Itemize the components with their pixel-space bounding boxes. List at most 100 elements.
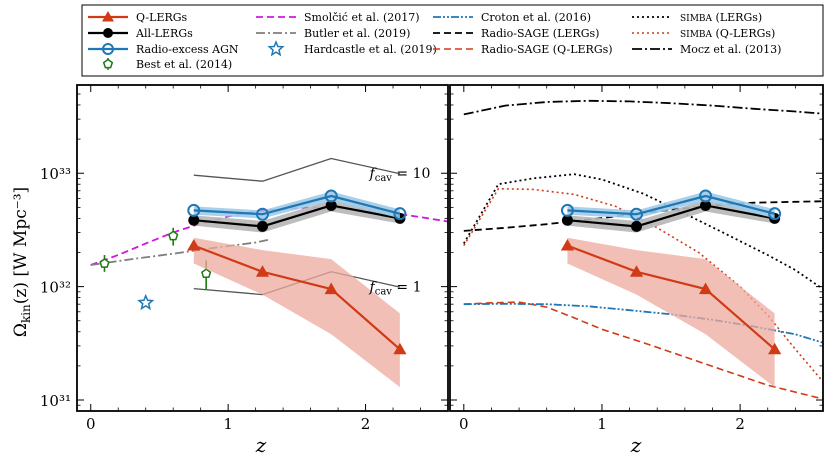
legend-label-hardcastle: Hardcastle et al. (2019): [304, 43, 437, 56]
legend-label-smolcic: Smolčić et al. (2017): [304, 11, 420, 24]
annotation-fcav-1: fcav = 1: [369, 280, 422, 298]
left-series-alllergs: [188, 199, 406, 233]
right-radioexcess-point: [630, 207, 643, 221]
right-series-alllergs: [561, 199, 781, 233]
left-qlergs-point: [187, 239, 201, 251]
left-radioexcess-line: [193, 194, 401, 216]
left-qlergs-band: [193, 237, 400, 388]
legend-item-qlergs: Q-LERGs: [88, 11, 188, 24]
right-radioexcess-point: [768, 207, 782, 221]
right-croton-line: [463, 302, 823, 344]
right-radioexcess-line: [567, 194, 775, 216]
left-plot-area: [90, 157, 448, 388]
right-alllergs-point: [631, 220, 642, 232]
right-qlergs-point: [698, 282, 713, 295]
left-series-qlergs: [187, 237, 407, 388]
left-qlergs-point: [255, 265, 270, 277]
right-alllergs-point: [700, 199, 712, 211]
legend-label-alllergs: All-LERGs: [135, 27, 193, 40]
left-best-point: [99, 258, 110, 268]
right-qlergs-point: [560, 239, 575, 251]
legend-item-best: Best et al. (2014): [102, 58, 232, 71]
legend-item-hardcastle: Hardcastle et al. (2019): [267, 40, 437, 57]
legend-item-butler: Butler et al. (2019): [256, 27, 410, 40]
right-series-radioexcess: [560, 189, 782, 221]
right-frame: [449, 84, 824, 412]
right-plot-area: [463, 99, 823, 400]
legend-item-smolcic: Smolčić et al. (2017): [256, 11, 420, 24]
legend-label-rsage_qlergs: Radio-SAGE (Q-LERGs): [481, 43, 613, 56]
legend-label-rsage_lergs: Radio-SAGE (LERGs): [481, 27, 599, 40]
x-axis-label-left: z: [255, 433, 267, 457]
legend-item-simba_qlergs: SIMBA (Q-LERGs): [632, 27, 775, 40]
left-hardcastle-point: [137, 293, 155, 311]
left-radioexcess-point: [393, 207, 407, 221]
right-mocz-line: [463, 99, 823, 116]
right-series-simba_lergs: [463, 173, 823, 290]
legend-item-croton: Croton et al. (2016): [433, 11, 591, 24]
left-series-radioexcess: [187, 189, 407, 221]
x-axis-label-right: z: [630, 433, 642, 457]
left-alllergs-line: [193, 204, 401, 228]
left-radioexcess-point: [256, 207, 269, 221]
right-radioexcess-point: [699, 189, 713, 203]
legend-item-mocz: Mocz et al. (2013): [632, 43, 781, 56]
legend-label-simba_lergs: SIMBA (LERGs): [680, 11, 762, 24]
left-radioexcess-point: [187, 203, 201, 217]
left-xtick-label: 2: [361, 415, 371, 433]
annotation-fcav-0: fcav = 10: [369, 166, 431, 184]
right-series-croton: [463, 302, 823, 344]
right-series-mocz: [463, 99, 823, 116]
left-series-best: [99, 227, 212, 290]
ytick-label: 10³²: [40, 279, 71, 297]
right-series-qlergs: [560, 237, 782, 388]
right-rsage_qlergs-line: [463, 301, 823, 400]
right-alllergs-line: [567, 204, 775, 228]
left-alllergs-point: [257, 220, 268, 232]
left-xtick-label: 0: [86, 415, 96, 433]
right-qlergs-band: [567, 237, 775, 388]
legend-label-radioexcess: Radio-excess AGN: [136, 43, 239, 56]
legend-label-best: Best et al. (2014): [136, 58, 232, 71]
right-panel: 0 1 2: [449, 84, 824, 433]
legend-label-simba_qlergs: SIMBA (Q-LERGs): [680, 27, 775, 40]
left-qlergs-point: [324, 282, 338, 295]
ytick-label: 10³¹: [40, 392, 71, 410]
left-series-fcav10: [193, 157, 401, 182]
legend-item-rsage_lergs: Radio-SAGE (LERGs): [433, 27, 599, 40]
right-qlergs-point: [629, 265, 644, 277]
left-best-point: [201, 268, 212, 279]
legend-item-alllergs: All-LERGs: [88, 27, 193, 40]
left-frame: [76, 84, 449, 412]
legend-marker-alllergs: [103, 28, 113, 38]
y-axis-label: Ωkin(z) [W Mpc⁻³]: [11, 187, 33, 337]
legend-item-rsage_qlergs: Radio-SAGE (Q-LERGs): [433, 43, 613, 56]
left-alllergs-point: [188, 214, 200, 226]
right-qlergs-line: [567, 244, 776, 351]
legend: Q-LERGs All-LERGs Radio-excess AGN Best et …: [81, 4, 824, 77]
right-alllergs-point: [561, 214, 573, 226]
legend-label-butler: Butler et al. (2019): [304, 27, 410, 40]
right-simba_lergs-line: [463, 173, 823, 290]
legend-label-croton: Croton et al. (2016): [481, 11, 591, 24]
right-xtick-label: 2: [735, 415, 745, 433]
ytick-label: 10³³: [40, 165, 71, 183]
right-qlergs-point: [768, 342, 782, 355]
legend-marker-radioexcess: [102, 43, 114, 55]
left-best-point: [168, 230, 179, 241]
legend-marker-hardcastle: [267, 40, 285, 57]
left-xtick-label: 1: [223, 415, 233, 433]
legend-label-mocz: Mocz et al. (2013): [680, 43, 781, 56]
right-xtick-label: 0: [459, 415, 469, 433]
legend-marker-best: [102, 58, 114, 69]
legend-marker-qlergs: [102, 11, 114, 22]
right-series-rsage_qlergs: [463, 301, 823, 400]
left-qlergs-line: [193, 244, 401, 351]
left-radioexcess-point: [324, 189, 338, 203]
right-xtick-label: 1: [597, 415, 607, 433]
left-fcav10-line: [193, 157, 401, 182]
right-radioexcess-point: [560, 203, 574, 217]
legend-label-qlergs: Q-LERGs: [136, 11, 188, 24]
